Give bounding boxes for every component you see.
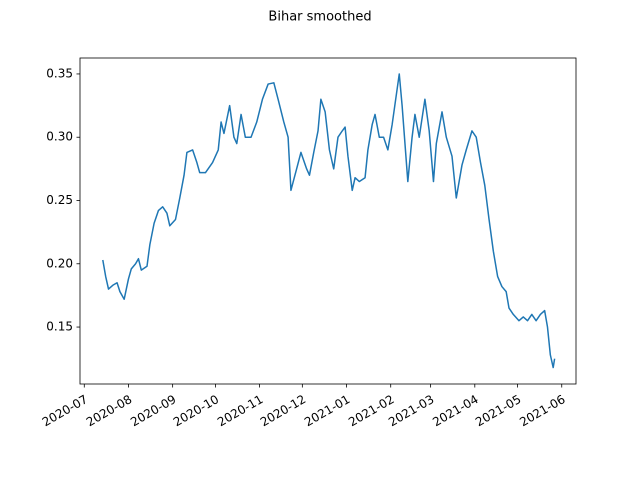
- x-tick-label: 2020-08: [84, 392, 134, 429]
- y-tick-label: 0.30: [46, 130, 73, 144]
- line-series: [102, 73, 556, 369]
- y-tick-label: 0.20: [46, 256, 73, 270]
- x-tick-label: 2021-06: [517, 392, 567, 429]
- x-tick-label: 2020-07: [40, 392, 90, 429]
- x-tick-label: 2020-12: [258, 392, 308, 429]
- plot-frame: [79, 57, 577, 385]
- y-tick-label: 0.15: [46, 320, 73, 334]
- x-tick-label: 2021-01: [302, 392, 352, 429]
- x-tick-label: 2021-03: [386, 392, 436, 429]
- x-tick-label: 2020-09: [128, 392, 178, 429]
- y-tick-label: 0.35: [46, 66, 73, 80]
- x-tick-label: 2021-05: [473, 392, 523, 429]
- x-tick-label: 2020-11: [215, 392, 265, 429]
- x-tick-label: 2021-04: [430, 392, 480, 429]
- x-tick-label: 2020-10: [171, 392, 221, 429]
- y-tick-label: 0.25: [46, 193, 73, 207]
- chart-title: Bihar smoothed: [268, 10, 371, 25]
